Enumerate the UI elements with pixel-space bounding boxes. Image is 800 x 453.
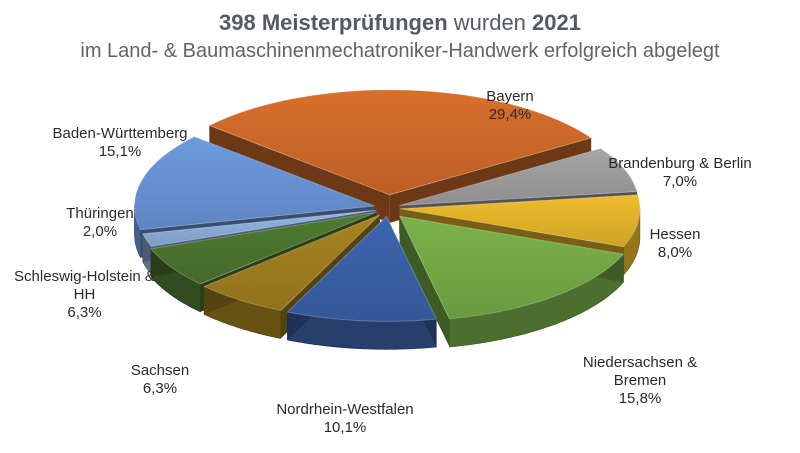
slice-hessen — [399, 194, 641, 248]
label-schleswig-line2: HH — [73, 286, 96, 303]
label-nrw: Nordrhein-Westfalen 10,1% — [270, 401, 420, 437]
pie-tops — [133, 89, 641, 322]
label-sachsen: Sachsen 6,3% — [120, 362, 200, 398]
label-schleswig-pct: 6,3% — [67, 304, 102, 321]
label-niedersachsen-pct: 15,8% — [618, 390, 662, 407]
label-nrw-name: Nordrhein-Westfalen — [276, 401, 414, 418]
label-bayern-pct: 29,4% — [488, 106, 532, 123]
label-brandenburg: Brandenburg & Berlin 7,0% — [600, 155, 760, 191]
label-schleswig-line1: Schleswig-Holstein & — [14, 268, 155, 285]
title-mid: wurden — [453, 10, 526, 35]
title-count: 398 — [219, 10, 256, 35]
label-niedersachsen: Niedersachsen & Bremen 15,8% — [575, 354, 705, 408]
label-brandenburg-name: Brandenburg & Berlin — [608, 155, 752, 172]
label-nrw-pct: 10,1% — [323, 419, 367, 436]
slice-baden-w-rttemberg — [133, 136, 375, 231]
slice-sachsen — [202, 214, 381, 312]
label-bawue-name: Baden-Württemberg — [52, 125, 188, 142]
slice-niedersachsen-bremen — [398, 215, 625, 320]
title-bold: Meisterprüfungen — [261, 10, 448, 35]
slice-brandenburg-berlin — [399, 147, 638, 206]
label-hessen-pct: 8,0% — [657, 244, 693, 261]
label-sachsen-name: Sachsen — [130, 362, 190, 379]
slice-schleswig-holstein-hh — [149, 211, 377, 285]
label-thueringen-name: Thüringen — [66, 205, 134, 222]
label-bayern: Bayern 29,4% — [470, 88, 550, 124]
label-bawue-pct: 15,1% — [98, 143, 142, 160]
label-schleswig: Schleswig-Holstein & HH 6,3% — [2, 268, 167, 322]
label-bawue: Baden-Württemberg 15,1% — [40, 125, 200, 161]
label-brandenburg-pct: 7,0% — [662, 173, 698, 190]
slice-th-ringen — [141, 209, 377, 247]
label-thueringen: Thüringen 2,0% — [50, 205, 150, 241]
label-sachsen-pct: 6,3% — [142, 380, 178, 397]
title-year: 2021 — [532, 10, 581, 35]
label-niedersachsen-line2: Bremen — [613, 372, 667, 389]
slice-nordrhein-westfalen — [286, 215, 438, 322]
slice-side-niedersachsen-bremen — [449, 253, 624, 348]
chart-title: 398 Meisterprüfungen wurden 2021 — [0, 10, 800, 36]
label-hessen: Hessen 8,0% — [640, 226, 710, 262]
slice-bayern — [208, 89, 593, 196]
label-niedersachsen-line1: Niedersachsen & — [582, 354, 698, 371]
label-thueringen-pct: 2,0% — [82, 223, 118, 240]
label-bayern-name: Bayern — [486, 88, 534, 105]
label-hessen-name: Hessen — [649, 226, 701, 243]
chart-subtitle: im Land- & Baumaschinenmechatroniker-Han… — [80, 40, 720, 62]
slice-wall-niedersachsen-bremen-1 — [399, 216, 450, 347]
